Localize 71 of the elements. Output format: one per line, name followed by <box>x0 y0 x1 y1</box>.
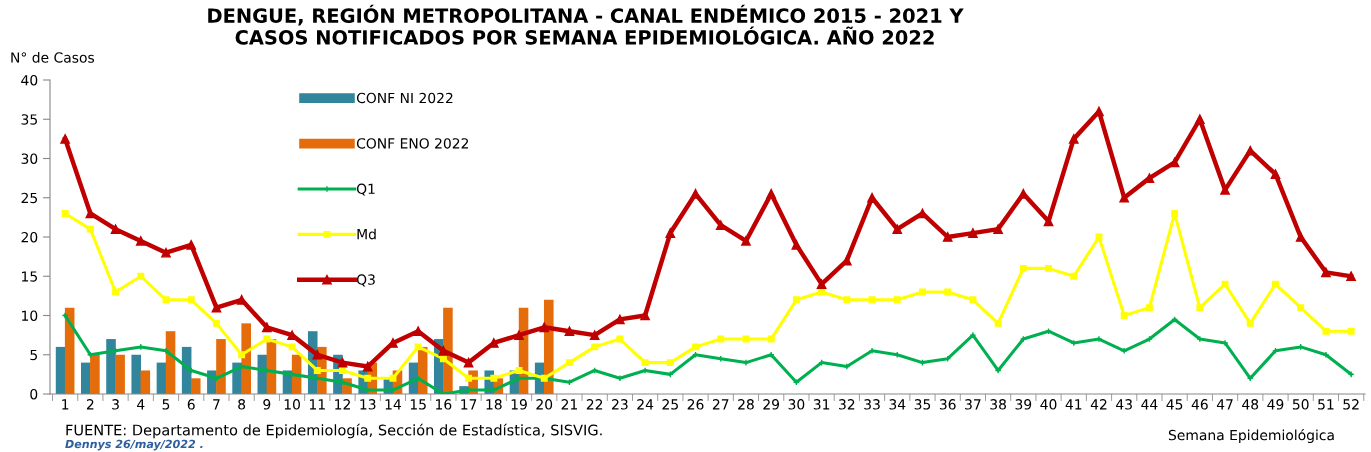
x-tick-label: 33 <box>864 399 880 410</box>
x-tick-label: 8 <box>238 399 246 410</box>
x-tick-label: 50 <box>1292 399 1309 410</box>
x-tick-label: 31 <box>813 399 830 410</box>
x-tick-label: 44 <box>1141 399 1158 410</box>
x-tick-label: 10 <box>284 399 300 410</box>
x-tick-label: 4 <box>137 399 145 410</box>
y-tick-label: 40 <box>21 74 38 86</box>
x-tick-label: 1 <box>62 399 69 410</box>
x-tick-label: 29 <box>763 399 780 410</box>
x-tick-label: 34 <box>889 399 906 410</box>
x-tick-label: 24 <box>637 399 654 410</box>
y-tick-label: 10 <box>22 310 38 321</box>
y-axis-title: N° de Casos <box>11 52 95 63</box>
x-tick-label: 47 <box>1216 399 1233 410</box>
x-tick-label: 19 <box>511 399 527 410</box>
legend-label: CONF NI 2022 <box>356 92 453 104</box>
x-tick-label: 25 <box>662 399 678 410</box>
x-tick-label: 30 <box>788 399 805 410</box>
x-tick-label: 23 <box>612 399 628 410</box>
x-tick-label: 49 <box>1267 399 1284 410</box>
x-tick-label: 38 <box>990 399 1006 410</box>
legend-label: Q3 <box>356 274 375 287</box>
text: Dennys 26/may/2022 . <box>65 439 203 451</box>
x-tick-label: 51 <box>1318 399 1334 410</box>
legend-label: Md <box>357 228 376 240</box>
x-tick-label: 13 <box>360 399 376 410</box>
x-tick-label: 45 <box>1166 399 1183 410</box>
y-tick-label: 5 <box>30 349 37 361</box>
x-tick-label: 6 <box>187 399 195 410</box>
x-tick-label: 14 <box>385 399 401 410</box>
x-tick-label: 12 <box>335 399 350 410</box>
x-tick-label: 35 <box>914 399 931 410</box>
x-tick-label: 48 <box>1242 399 1259 410</box>
y-tick-label: 20 <box>21 231 38 243</box>
x-tick-label: 39 <box>1015 399 1032 410</box>
x-tick-label: 42 <box>1090 399 1107 410</box>
source-note: FUENTE: Departamento de Epidemiología, Sección de Estadística, SISVIG. <box>66 423 602 439</box>
x-tick-label: 9 <box>263 399 271 410</box>
y-tick-label: 30 <box>21 153 38 164</box>
legend-label: Q1 <box>356 183 375 196</box>
x-tick-label: 17 <box>461 399 477 410</box>
x-tick-label: 46 <box>1191 399 1208 410</box>
x-axis-title: Semana Epidemiológica <box>1168 429 1334 443</box>
x-tick-label: 18 <box>486 399 502 410</box>
x-tick-label: 16 <box>436 399 452 410</box>
x-tick-label: 7 <box>213 399 220 410</box>
x-tick-label: 26 <box>687 399 704 410</box>
x-tick-label: 28 <box>738 399 754 410</box>
x-tick-label: 40 <box>1040 399 1057 410</box>
x-tick-label: 2 <box>86 399 94 410</box>
y-tick-label: 15 <box>22 271 37 282</box>
x-tick-label: 36 <box>939 399 956 410</box>
x-tick-label: 20 <box>536 399 553 410</box>
x-tick-label: 22 <box>586 399 603 410</box>
chart-title: DENGUE, REGIÓN METROPOLITANA - CANAL ENDÉMICO 2015 - 2021 Y CASOS NOTIFICADOS POR SEMANA EPIDEMIOLÓGICA. AÑO 2022 <box>208 4 964 45</box>
y-tick-label: 35 <box>21 114 37 125</box>
x-tick-label: 41 <box>1065 399 1082 410</box>
legend-label: CONF ENO 2022 <box>356 138 469 149</box>
x-tick-label: 52 <box>1343 399 1359 410</box>
y-tick-label: 25 <box>21 192 37 204</box>
x-tick-label: 21 <box>561 399 577 410</box>
x-tick-label: 27 <box>712 399 729 410</box>
x-tick-label: 15 <box>410 399 426 410</box>
x-tick-label: 5 <box>162 399 170 410</box>
x-tick-label: 32 <box>839 399 855 410</box>
x-tick-label: 3 <box>112 399 119 410</box>
y-tick-label: 0 <box>30 388 38 400</box>
x-tick-label: 37 <box>965 399 981 410</box>
x-tick-label: 43 <box>1116 399 1132 410</box>
x-tick-label: 11 <box>309 399 325 410</box>
